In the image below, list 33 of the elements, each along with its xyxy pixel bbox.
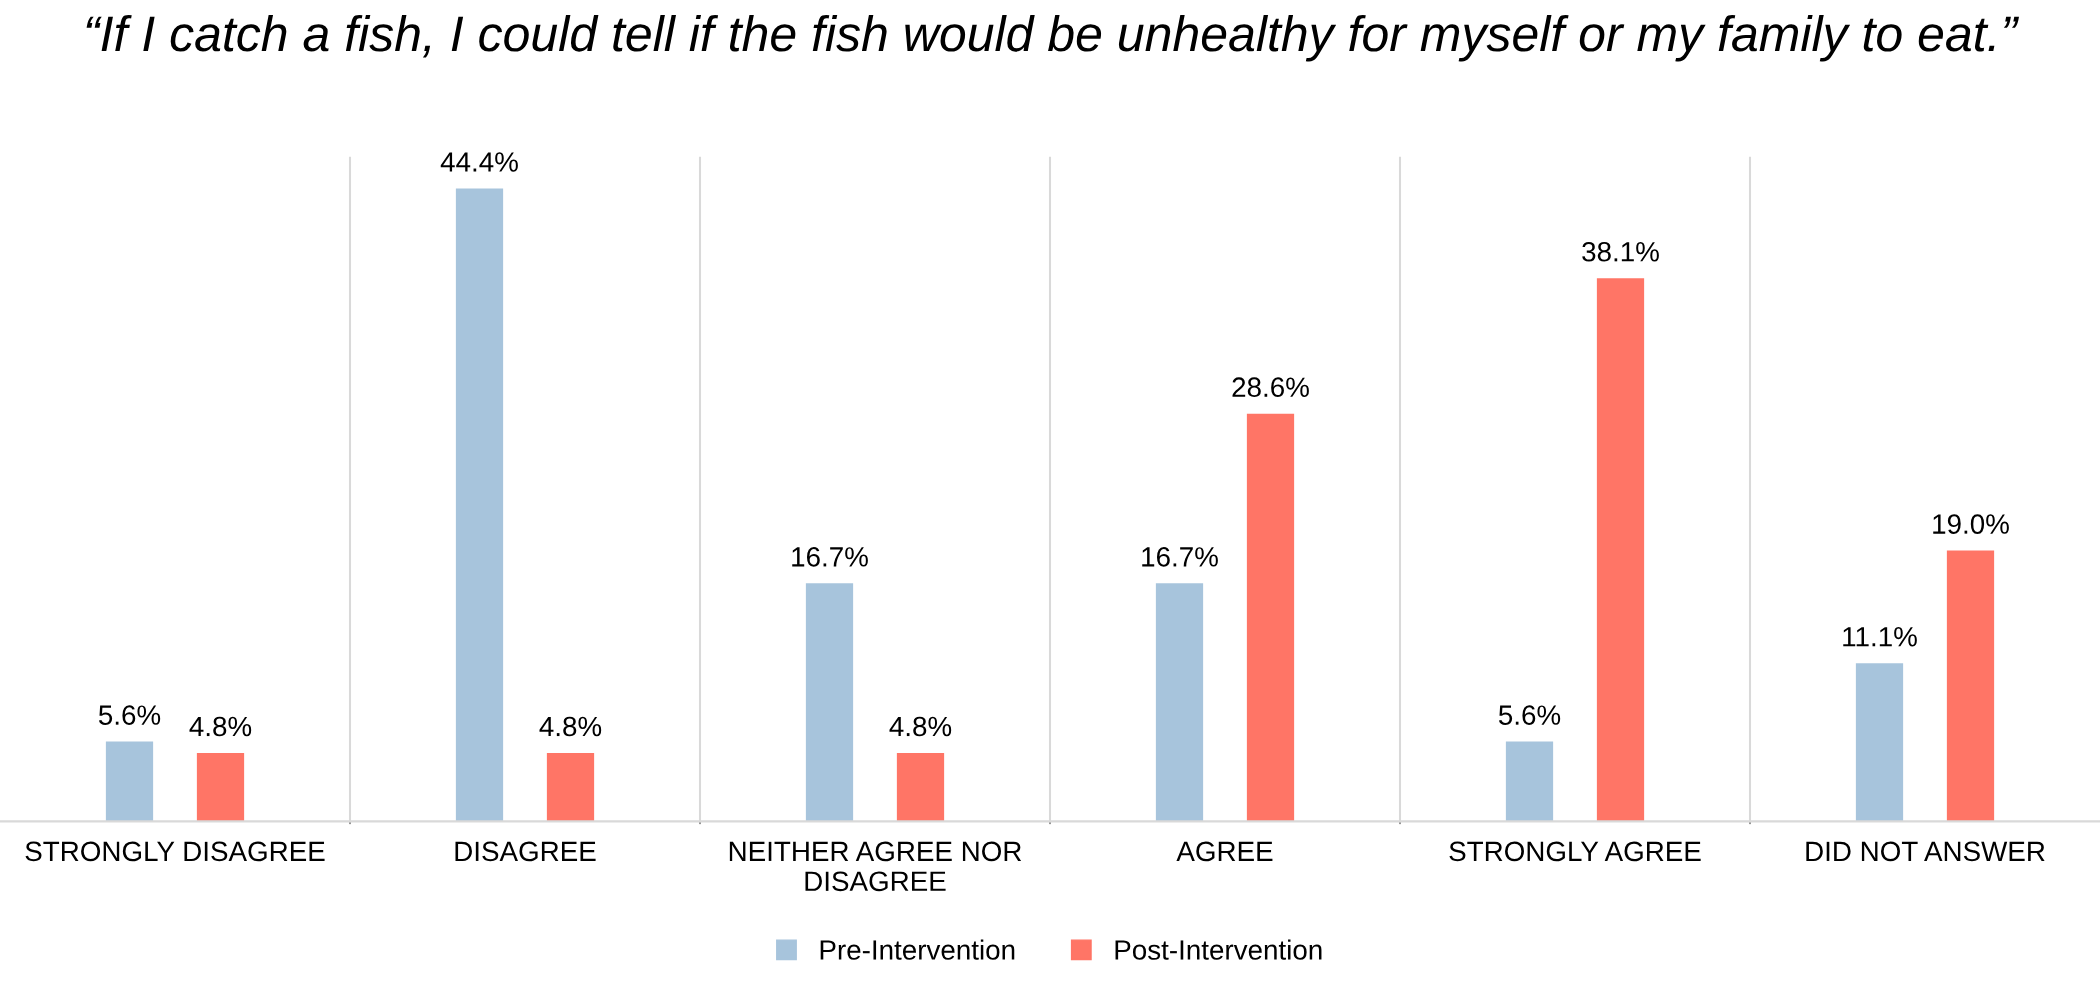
data-label: 28.6% — [1232, 377, 1309, 398]
data-label: 19.0% — [1933, 514, 2009, 534]
legend-label: Post-Intervention — [1115, 939, 1322, 960]
bar — [1855, 663, 1904, 822]
bar — [805, 583, 854, 822]
bar — [1246, 413, 1295, 822]
data-label: 5.6% — [98, 705, 161, 725]
data-label: 4.8% — [189, 716, 252, 737]
x-tick-label: STRONGLY DISAGREE — [25, 841, 325, 862]
data-label: 11.1% — [1843, 626, 1917, 647]
data-label: 38.1% — [1582, 241, 1659, 262]
bar — [455, 188, 504, 822]
x-tick-label: DISAGREE — [455, 841, 596, 862]
chart-title: “If I catch a fish, I could tell if the fish would be unhealthy for myself or my family to eat.” — [86, 14, 2019, 62]
bar — [1596, 278, 1645, 822]
bar — [1155, 583, 1204, 822]
data-label: 4.8% — [539, 716, 602, 737]
x-tick-label: STRONGLY AGREE — [1449, 841, 1701, 862]
legend-label: Pre-Intervention — [820, 939, 1015, 960]
x-tick-label: DID NOT ANSWER — [1806, 841, 2045, 862]
x-tick-label: AGREE — [1176, 841, 1273, 862]
bar — [105, 741, 154, 822]
bar — [1946, 550, 1995, 822]
bar — [1505, 741, 1554, 822]
bar — [546, 752, 595, 822]
data-label: 5.6% — [1498, 705, 1561, 725]
data-label: 4.8% — [889, 716, 952, 737]
data-label: 16.7% — [1142, 547, 1218, 567]
x-tick-label: NEITHER AGREE NOR DISAGREE — [729, 841, 1022, 892]
data-label: 44.4% — [440, 152, 518, 172]
data-label: 16.7% — [792, 547, 868, 567]
bar — [896, 752, 945, 822]
bar — [196, 752, 245, 822]
